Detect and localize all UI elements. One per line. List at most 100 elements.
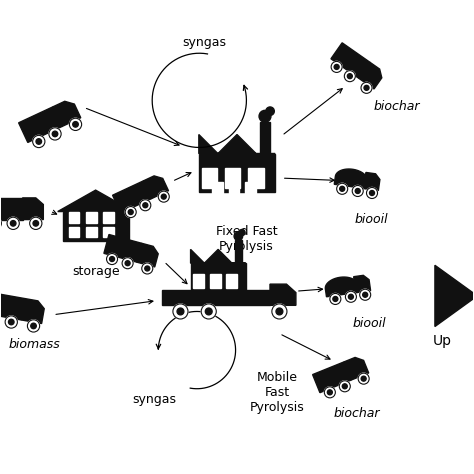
Circle shape <box>73 122 78 127</box>
Polygon shape <box>359 62 382 89</box>
Circle shape <box>330 293 341 304</box>
Polygon shape <box>202 168 217 188</box>
Text: storage: storage <box>72 265 119 278</box>
Circle shape <box>360 289 371 301</box>
Polygon shape <box>53 101 81 127</box>
Circle shape <box>36 139 42 144</box>
Circle shape <box>109 256 115 262</box>
Circle shape <box>201 304 216 319</box>
Circle shape <box>361 376 366 381</box>
Circle shape <box>142 263 153 274</box>
Circle shape <box>31 323 36 328</box>
Polygon shape <box>193 274 204 288</box>
Polygon shape <box>137 243 158 267</box>
Text: biochar: biochar <box>334 407 380 419</box>
Circle shape <box>0 217 1 229</box>
Text: Mobile
Fast
Pyrolysis: Mobile Fast Pyrolysis <box>250 371 304 414</box>
Circle shape <box>342 384 347 389</box>
Polygon shape <box>228 182 239 195</box>
Circle shape <box>339 381 350 392</box>
Circle shape <box>143 203 148 208</box>
Polygon shape <box>364 173 380 191</box>
Circle shape <box>49 128 61 140</box>
Polygon shape <box>162 290 270 305</box>
Text: biooil: biooil <box>353 317 386 330</box>
Text: biochar: biochar <box>374 100 420 113</box>
Polygon shape <box>0 292 25 320</box>
Circle shape <box>52 131 58 137</box>
Text: syngas: syngas <box>182 36 226 48</box>
Circle shape <box>33 136 45 147</box>
Polygon shape <box>313 362 351 392</box>
Circle shape <box>364 85 369 91</box>
Circle shape <box>361 82 372 93</box>
Circle shape <box>69 118 82 130</box>
Circle shape <box>334 64 339 69</box>
Circle shape <box>27 320 40 332</box>
Circle shape <box>355 189 360 193</box>
Circle shape <box>5 316 18 328</box>
Circle shape <box>125 261 130 266</box>
Circle shape <box>370 191 374 195</box>
Polygon shape <box>86 227 97 237</box>
Circle shape <box>161 194 166 199</box>
Polygon shape <box>63 211 128 241</box>
Circle shape <box>328 390 332 395</box>
Polygon shape <box>21 299 44 324</box>
Circle shape <box>33 220 38 226</box>
Circle shape <box>346 291 356 302</box>
Circle shape <box>276 308 283 315</box>
Circle shape <box>107 254 118 264</box>
Circle shape <box>259 110 271 122</box>
Polygon shape <box>325 277 358 297</box>
Polygon shape <box>227 274 237 288</box>
Polygon shape <box>69 227 80 237</box>
Polygon shape <box>18 107 62 143</box>
Polygon shape <box>103 227 114 237</box>
Polygon shape <box>112 181 152 213</box>
Polygon shape <box>199 154 275 192</box>
Circle shape <box>352 185 363 197</box>
Circle shape <box>272 304 287 319</box>
Text: Up: Up <box>433 334 452 347</box>
Polygon shape <box>354 275 371 292</box>
Polygon shape <box>199 135 275 154</box>
Polygon shape <box>235 240 242 263</box>
Polygon shape <box>212 182 223 195</box>
Circle shape <box>347 73 352 79</box>
Polygon shape <box>245 182 255 195</box>
Polygon shape <box>248 168 264 188</box>
Circle shape <box>30 217 42 229</box>
Circle shape <box>128 210 133 215</box>
Polygon shape <box>104 235 142 262</box>
Circle shape <box>205 308 212 315</box>
Polygon shape <box>103 212 114 223</box>
Circle shape <box>363 292 368 297</box>
Polygon shape <box>86 212 97 223</box>
Circle shape <box>125 207 136 218</box>
Circle shape <box>337 183 348 194</box>
Polygon shape <box>210 274 220 288</box>
Polygon shape <box>143 176 168 199</box>
Text: biomass: biomass <box>9 338 60 351</box>
Circle shape <box>344 71 356 82</box>
Circle shape <box>7 217 19 229</box>
Polygon shape <box>23 198 43 219</box>
Circle shape <box>333 296 338 301</box>
Polygon shape <box>191 263 246 291</box>
Circle shape <box>9 319 14 325</box>
Polygon shape <box>260 122 270 154</box>
Circle shape <box>331 62 342 73</box>
Polygon shape <box>270 284 296 305</box>
Polygon shape <box>58 190 134 211</box>
Circle shape <box>348 294 354 299</box>
Polygon shape <box>0 198 23 219</box>
Circle shape <box>239 229 245 236</box>
Polygon shape <box>334 169 367 189</box>
Polygon shape <box>435 265 474 327</box>
Polygon shape <box>191 249 246 263</box>
Circle shape <box>358 373 369 384</box>
Circle shape <box>158 191 169 202</box>
Circle shape <box>145 266 150 271</box>
Circle shape <box>122 258 133 269</box>
